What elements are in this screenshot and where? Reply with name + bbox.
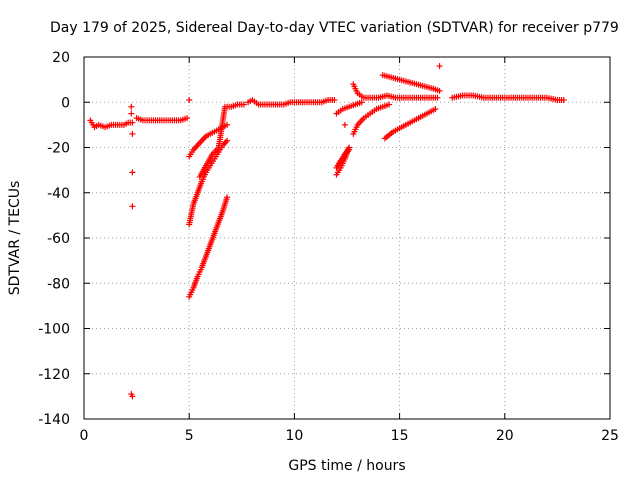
data-series (436, 63, 443, 70)
y-tick-label: -120 (38, 367, 70, 383)
data-series (449, 92, 567, 103)
data-point (432, 106, 439, 113)
x-axis-label: GPS time / hours (288, 458, 405, 474)
y-tick-label: 20 (52, 50, 70, 66)
data-series (350, 81, 380, 101)
data-point (346, 146, 353, 153)
data-point (436, 87, 443, 94)
data-point (129, 203, 136, 210)
y-tick-label: -100 (38, 322, 70, 338)
data-series (375, 92, 441, 101)
data-point (129, 130, 136, 137)
data-point (129, 119, 136, 126)
x-tick-label: 5 (185, 428, 194, 444)
data-point (341, 121, 348, 128)
y-tick-label: -60 (47, 231, 70, 247)
data-series (133, 115, 191, 124)
data-series (186, 137, 231, 228)
data-series (333, 144, 353, 178)
y-axis-label: SDTVAR / TECUs (7, 181, 23, 296)
x-tick-label: 0 (80, 428, 89, 444)
x-tick-label: 15 (391, 428, 409, 444)
data-point (224, 194, 231, 201)
grid-layer (84, 57, 610, 419)
data-point (358, 99, 365, 106)
data-series (341, 121, 348, 128)
y-tick-label: -140 (38, 412, 70, 428)
data-point (560, 96, 567, 103)
data-point (240, 101, 247, 108)
x-tick-label: 10 (285, 428, 303, 444)
data-series (87, 117, 136, 131)
tick-layer: 0 5 10 15 20 25 -140 -120 -100 -80 -60 -40 -20 0 20 (38, 50, 619, 444)
x-tick-label: 20 (496, 428, 514, 444)
y-tick-label: -80 (47, 276, 70, 292)
y-tick-label: 0 (61, 95, 70, 111)
data-point (436, 63, 443, 70)
plot-frame (83, 56, 611, 420)
data-series (333, 99, 365, 117)
data-series (128, 103, 136, 400)
data-point (186, 96, 193, 103)
x-tick-label: 25 (601, 428, 619, 444)
data-series (186, 96, 193, 103)
data-point (128, 103, 135, 110)
data-point (129, 393, 136, 400)
data-point (386, 101, 393, 108)
data-point (434, 94, 441, 101)
data-series (245, 96, 338, 108)
data-point (129, 169, 136, 176)
data-series (381, 106, 439, 142)
data-series (196, 101, 247, 180)
chart-title: Day 179 of 2025, Sidereal Day-to-day VTE… (50, 20, 619, 36)
data-point (184, 115, 191, 122)
data-point (331, 96, 338, 103)
data-point (128, 110, 135, 117)
data-series (379, 72, 443, 94)
data-series (186, 121, 231, 160)
marker-layer (87, 63, 567, 400)
y-tick-label: -40 (47, 186, 70, 202)
data-series (350, 101, 393, 137)
y-tick-label: -20 (47, 141, 70, 157)
data-series (186, 194, 231, 300)
data-point (224, 137, 231, 144)
